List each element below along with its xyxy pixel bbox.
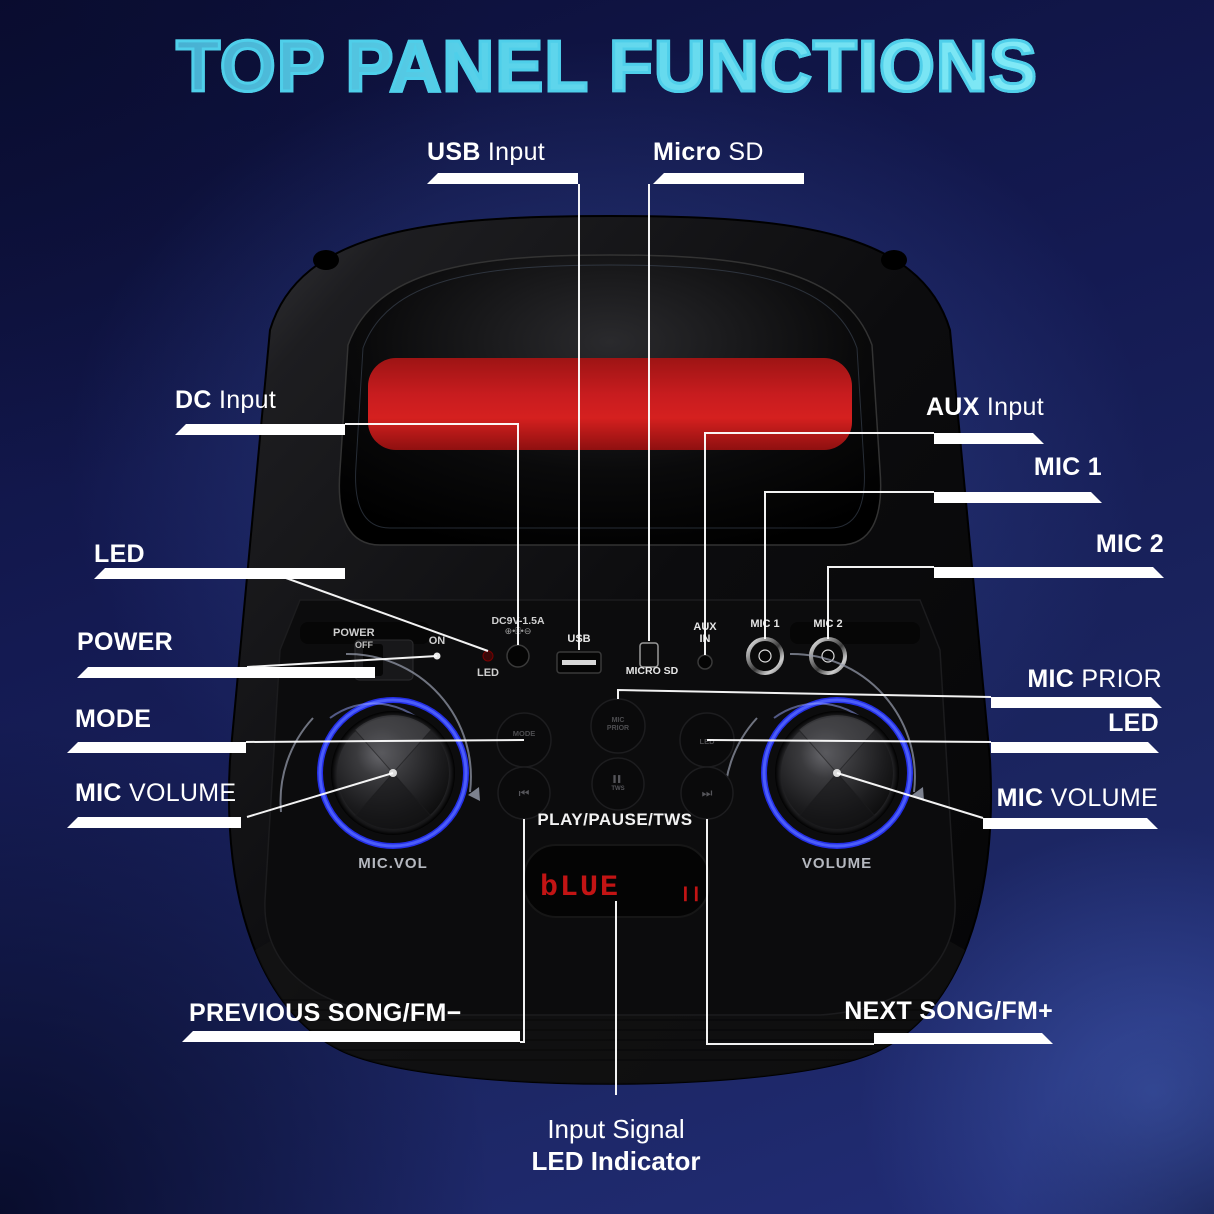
svg-text:LED: LED [477,667,499,679]
svg-text:USB Input: USB Input [427,138,545,166]
svg-text:NEXT SONG/FM+: NEXT SONG/FM+ [844,997,1053,1025]
svg-text:⏮: ⏮ [519,786,530,800]
svg-text:OFF: OFF [355,640,373,650]
svg-text:bLUE: bLUE [540,871,620,905]
svg-text:POWER: POWER [77,628,173,656]
svg-text:MIC 1: MIC 1 [1034,453,1102,481]
svg-text:▌▌: ▌▌ [613,775,622,783]
svg-text:LED: LED [94,540,145,568]
svg-text:PREVIOUS SONG/FM−: PREVIOUS SONG/FM− [189,999,462,1027]
svg-text:MIC.VOL: MIC.VOL [358,855,428,872]
svg-text:PLAY/PAUSE/TWS: PLAY/PAUSE/TWS [537,810,692,829]
svg-text:MICRO SD: MICRO SD [626,665,679,677]
svg-text:MIC VOLUME: MIC VOLUME [997,784,1158,812]
svg-text:MIC 2: MIC 2 [1096,530,1164,558]
svg-text:DC Input: DC Input [175,386,276,414]
svg-text:LED Indicator: LED Indicator [531,1146,700,1176]
svg-text:MIC: MIC [612,717,625,724]
svg-text:TWS: TWS [611,786,624,792]
svg-text:MIC VOLUME: MIC VOLUME [75,779,236,807]
svg-text:AUX Input: AUX Input [926,393,1044,421]
svg-text:ON: ON [429,635,446,647]
svg-text:❙❙: ❙❙ [680,885,702,905]
svg-text:PRIOR: PRIOR [607,725,629,732]
svg-text:MIC PRIOR: MIC PRIOR [1027,665,1162,693]
svg-text:MODE: MODE [75,705,151,733]
svg-text:Input Signal: Input Signal [547,1114,684,1144]
svg-text:LED: LED [700,737,716,746]
svg-text:POWER: POWER [333,627,375,639]
svg-text:Micro SD: Micro SD [653,138,764,166]
svg-text:⏭: ⏭ [702,786,713,800]
svg-text:LED: LED [1108,709,1159,737]
svg-text:VOLUME: VOLUME [802,855,872,872]
svg-text:MODE: MODE [513,729,536,738]
